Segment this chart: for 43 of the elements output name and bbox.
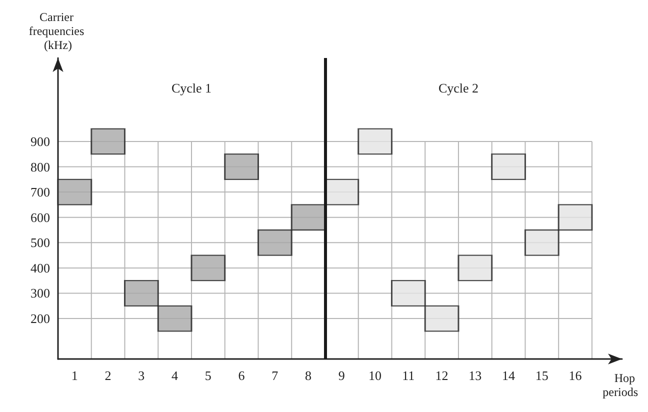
point xyxy=(424,305,460,332)
point xyxy=(491,153,526,180)
y-tick-label: 300 xyxy=(30,286,50,301)
x-tick-label: 5 xyxy=(204,368,212,383)
x-tick-label: 13 xyxy=(468,368,482,383)
y-tick-label: 800 xyxy=(30,159,50,174)
x-tick-label: 15 xyxy=(535,368,548,383)
point xyxy=(190,254,226,282)
x-tick-label: 3 xyxy=(138,368,145,383)
point xyxy=(358,128,392,155)
x-tick-label: 11 xyxy=(402,368,415,383)
point xyxy=(124,280,159,307)
x-tick-label: 6 xyxy=(238,368,246,383)
point xyxy=(90,128,126,155)
point xyxy=(391,280,426,307)
y-tick-label: 500 xyxy=(30,235,50,250)
point xyxy=(524,229,560,256)
y-tick-label: 900 xyxy=(30,134,50,149)
x-tick-label: 8 xyxy=(305,368,312,383)
point xyxy=(558,204,593,231)
x-tick-label: 14 xyxy=(502,368,516,383)
point xyxy=(224,153,259,180)
x-tick-label: 2 xyxy=(104,368,112,383)
point xyxy=(57,178,92,206)
point xyxy=(258,229,292,256)
y-tick-label: 200 xyxy=(30,311,50,326)
annotation: Cycle 1 xyxy=(171,80,212,96)
x-tick-label: 1 xyxy=(71,368,78,383)
x-tick-label: 10 xyxy=(368,368,382,383)
annotation: Cycle 2 xyxy=(438,80,479,96)
y-tick-label: 700 xyxy=(30,184,50,200)
x-tick-label: 9 xyxy=(338,368,345,383)
x-tick-label: 16 xyxy=(568,368,582,383)
x-tick-label: 4 xyxy=(172,368,179,383)
y-tick-label: 600 xyxy=(30,210,50,225)
y-axis-title: Carrier frequencies (kHz) xyxy=(28,10,88,52)
point xyxy=(290,204,326,231)
x-tick-label: 12 xyxy=(435,368,448,383)
point xyxy=(157,305,192,332)
x-tick-label: 7 xyxy=(272,368,279,383)
y-tick-label: 400 xyxy=(30,260,50,276)
x-axis-title: Hop periods xyxy=(602,371,638,399)
point xyxy=(458,254,492,282)
